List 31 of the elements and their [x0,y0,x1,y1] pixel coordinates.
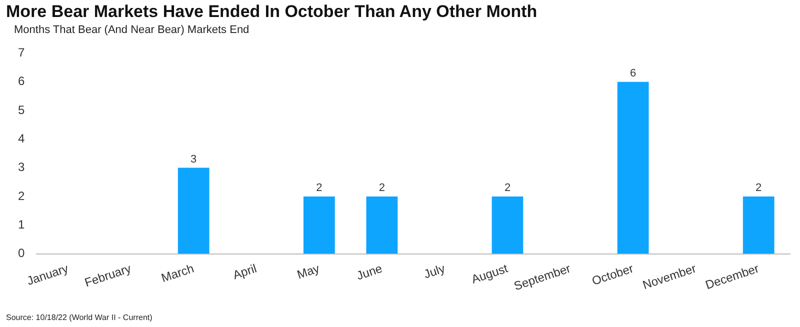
y-tick-label: 0 [18,246,25,260]
bar [742,196,774,254]
chart-subtitle: Months That Bear (And Near Bear) Markets End [14,24,250,36]
chart-title: More Bear Markets Have Ended In October Than Any Other Month [6,2,538,22]
x-tick-label: October [590,261,636,288]
data-label: 2 [504,182,511,194]
x-tick-label: May [295,261,322,282]
data-label: 6 [630,67,636,80]
y-tick-label: 1 [18,217,25,232]
data-label: 2 [756,182,762,194]
data-label: 2 [378,182,386,194]
x-tick-label: March [160,261,196,286]
bar [178,168,210,254]
bar [617,82,649,254]
x-tick-label: August [470,261,510,286]
y-tick-label: 6 [18,74,25,88]
x-tick-label: June [354,261,384,283]
data-label: 2 [316,182,322,194]
y-tick-label: 3 [18,160,25,174]
bar [492,196,524,254]
x-tick-label: July [422,261,447,282]
y-tick-label: 2 [18,188,25,203]
bar [366,196,398,254]
bar [303,196,335,254]
data-label: 3 [190,153,197,166]
source-note: Source: 10/18/22 (World War II - Current) [6,313,152,322]
y-tick-label: 7 [18,46,25,60]
x-tick-label: April [231,261,258,282]
y-tick-label: 5 [18,102,25,117]
x-tick-label: January [25,261,70,288]
y-tick-label: 4 [18,131,25,146]
